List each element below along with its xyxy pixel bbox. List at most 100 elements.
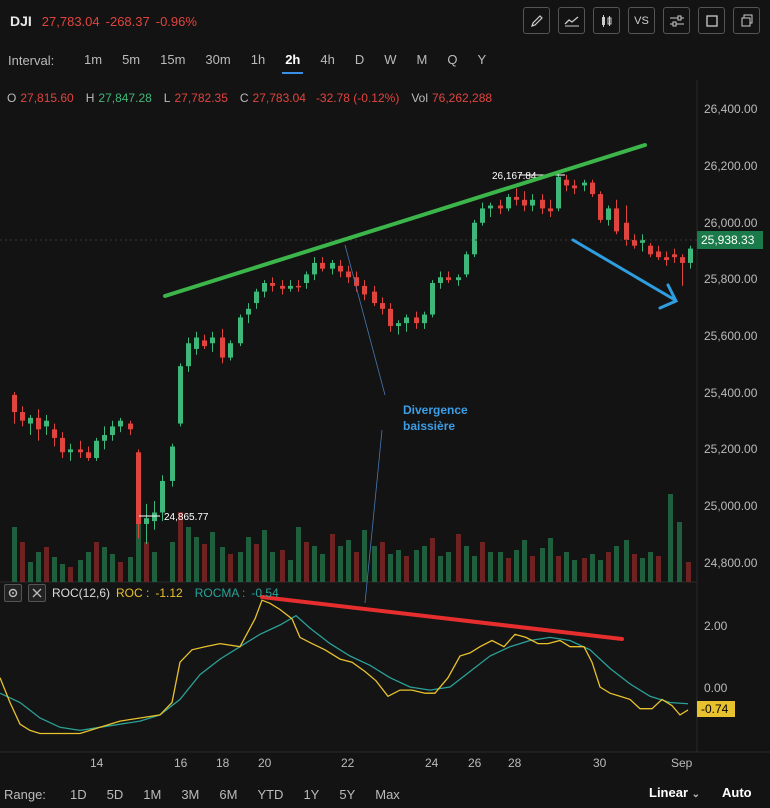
volume-bar bbox=[44, 547, 49, 582]
time-tick: 20 bbox=[258, 756, 272, 770]
range-5d[interactable]: 5D bbox=[106, 786, 124, 802]
volume-bar bbox=[68, 567, 73, 582]
candle-body bbox=[438, 277, 443, 283]
candle-body bbox=[472, 222, 477, 255]
area-chart-icon bbox=[564, 16, 579, 26]
candle-body bbox=[514, 196, 519, 200]
volume-bar bbox=[288, 560, 293, 582]
candle-body bbox=[220, 337, 225, 358]
candles-icon bbox=[601, 14, 611, 27]
roc-tick: 2.00 bbox=[704, 619, 728, 633]
volume-bar bbox=[36, 552, 41, 582]
open-label: O bbox=[7, 91, 17, 105]
candle-body bbox=[110, 426, 115, 436]
indicators-button[interactable] bbox=[663, 7, 690, 34]
roc-label: ROC : bbox=[116, 586, 150, 600]
price-tick: 24,800.00 bbox=[704, 556, 758, 570]
candle-body bbox=[144, 518, 149, 524]
compare-button[interactable]: VS bbox=[628, 7, 655, 34]
candle-body bbox=[404, 317, 409, 324]
interval-d[interactable]: D bbox=[354, 52, 365, 67]
candle-body bbox=[20, 412, 25, 421]
volume-bar bbox=[320, 554, 325, 582]
candle-body bbox=[648, 245, 653, 255]
draw-pencil-button[interactable] bbox=[523, 7, 550, 34]
time-tick: 28 bbox=[508, 756, 522, 770]
volume-bar bbox=[656, 556, 661, 582]
range-5y[interactable]: 5Y bbox=[339, 786, 356, 802]
rocma-value: -0.54 bbox=[251, 586, 279, 600]
candle-body bbox=[270, 282, 275, 286]
open-value: 27,815.60 bbox=[20, 91, 74, 105]
volume-bar bbox=[540, 548, 545, 582]
range-ytd[interactable]: YTD bbox=[257, 786, 284, 802]
range-1m[interactable]: 1M bbox=[143, 786, 162, 802]
candles-button[interactable] bbox=[593, 7, 620, 34]
candle-body bbox=[102, 435, 107, 441]
candle-body bbox=[506, 196, 511, 209]
volume-bar bbox=[128, 557, 133, 582]
interval-m[interactable]: M bbox=[416, 52, 428, 67]
volume-bar bbox=[648, 552, 653, 582]
volume-bar bbox=[238, 552, 243, 582]
symbol-label[interactable]: DJI bbox=[10, 13, 32, 29]
volume-bar bbox=[110, 554, 115, 582]
low-price-label: 24,865.77 bbox=[164, 512, 209, 523]
candle-body bbox=[44, 420, 49, 427]
interval-4h[interactable]: 4h bbox=[320, 52, 335, 67]
time-tick: 18 bbox=[216, 756, 230, 770]
volume-bar bbox=[136, 522, 141, 582]
range-max[interactable]: Max bbox=[375, 786, 400, 802]
interval-y[interactable]: Y bbox=[477, 52, 487, 67]
range-6m[interactable]: 6M bbox=[219, 786, 238, 802]
low-label: L bbox=[163, 91, 171, 105]
range-1d[interactable]: 1D bbox=[70, 786, 87, 802]
roc-tick: 0.00 bbox=[704, 681, 728, 695]
candle-body bbox=[396, 323, 401, 327]
fullscreen-button[interactable] bbox=[698, 7, 725, 34]
interval-q[interactable]: Q bbox=[447, 52, 458, 67]
volume-bar bbox=[254, 544, 259, 582]
toolbar: VS bbox=[523, 7, 760, 34]
interval-1h[interactable]: 1h bbox=[250, 52, 266, 67]
interval-2h[interactable]: 2h bbox=[275, 44, 310, 76]
chart-type-button[interactable] bbox=[558, 7, 585, 34]
interval-1m[interactable]: 1m bbox=[84, 52, 103, 67]
volume-bar bbox=[330, 534, 335, 582]
interval-w[interactable]: W bbox=[384, 52, 397, 67]
scale-linear-dropdown[interactable]: Linear ⌄ bbox=[649, 785, 700, 800]
volume-bar bbox=[422, 546, 427, 582]
volume-bar bbox=[590, 554, 595, 582]
range-3m[interactable]: 3M bbox=[181, 786, 200, 802]
interval-15m[interactable]: 15m bbox=[160, 52, 186, 67]
candle-body bbox=[210, 337, 215, 344]
indicator-remove-button[interactable] bbox=[28, 584, 46, 602]
candle-body bbox=[228, 343, 233, 358]
copy-button[interactable] bbox=[733, 7, 760, 34]
price-tick: 25,600.00 bbox=[704, 329, 758, 343]
indicator-settings-button[interactable] bbox=[4, 584, 22, 602]
interval-label: Interval: bbox=[8, 52, 55, 68]
scale-auto-button[interactable]: Auto bbox=[722, 785, 752, 800]
volume-bar bbox=[78, 560, 83, 582]
volume-bar bbox=[202, 544, 207, 582]
divergence-line1: Divergence bbox=[403, 403, 468, 417]
interval-30m[interactable]: 30m bbox=[205, 52, 231, 67]
range-1y[interactable]: 1Y bbox=[303, 786, 320, 802]
volume-bar bbox=[28, 562, 33, 582]
interval-5m[interactable]: 5m bbox=[122, 52, 141, 67]
price-tick: 25,200.00 bbox=[704, 442, 758, 456]
candle-body bbox=[238, 317, 243, 344]
candle-body bbox=[632, 239, 637, 246]
volume-bar bbox=[246, 537, 251, 582]
volume-bar bbox=[362, 530, 367, 582]
roc-downtrend-line bbox=[260, 595, 624, 641]
candle-body bbox=[680, 257, 685, 263]
volume-bar bbox=[220, 547, 225, 582]
candle-body bbox=[60, 437, 65, 453]
low-value: 27,782.35 bbox=[174, 91, 228, 105]
candle-body bbox=[522, 199, 527, 206]
volume-bar bbox=[614, 546, 619, 582]
